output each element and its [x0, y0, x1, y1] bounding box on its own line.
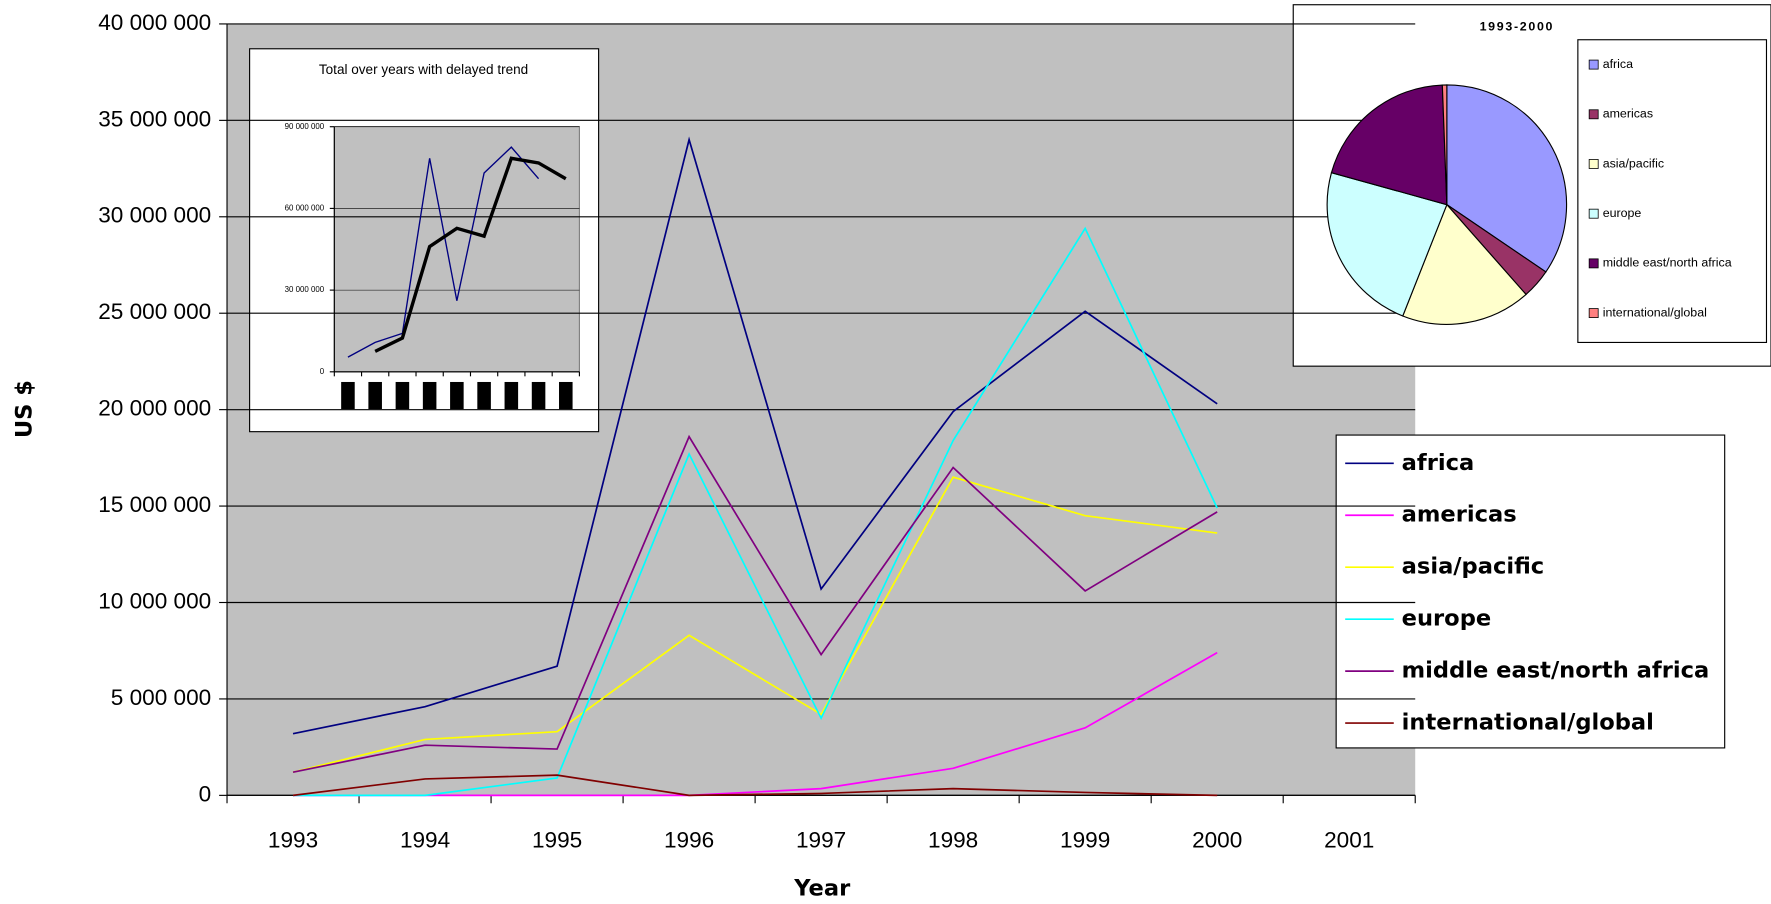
series-line	[293, 226, 1218, 797]
y-tick-label: 5 000 000	[111, 685, 211, 710]
x-tick-label: 1999	[1060, 828, 1110, 853]
x-tick-label-blob	[477, 381, 491, 410]
x-tick-label: 1998	[928, 828, 978, 853]
pie-legend-box	[1577, 39, 1768, 344]
pie-legend-swatch	[1588, 59, 1599, 70]
series-line	[292, 136, 1218, 735]
x-tick-label-blob	[422, 381, 437, 410]
pie-legend-swatch	[1588, 208, 1599, 219]
pie-legend-swatch	[1588, 159, 1599, 169]
pie-legend-swatch	[1588, 308, 1599, 318]
y-tick-label: 0	[199, 781, 212, 806]
pie-legend-label: asia/pacific	[1603, 156, 1664, 170]
x-tick-label-blob	[531, 381, 546, 410]
x-tick-label-blob	[559, 381, 573, 410]
pie-title: 1993-2000	[1480, 20, 1555, 34]
pie-legend-label: africa	[1603, 57, 1633, 71]
inset-title: Total over years with delayed trend	[319, 62, 528, 77]
series-line	[293, 651, 1218, 797]
y-tick-label: 35 000 000	[98, 106, 211, 131]
pie-legend-swatch	[1588, 109, 1599, 120]
x-axis-label: Year	[793, 876, 851, 902]
y-tick-label: 20 000 000	[98, 396, 211, 421]
x-tick-label: 2001	[1324, 828, 1374, 853]
series-line	[292, 434, 1218, 774]
series-line	[374, 156, 567, 353]
y-tick-label: 90 000 000	[285, 122, 325, 131]
series-line	[292, 476, 1218, 774]
legend-label: international/global	[1402, 710, 1654, 736]
x-tick-label-blob	[395, 381, 410, 410]
pie-legend-label: americas	[1603, 107, 1653, 121]
pie-slice	[1330, 84, 1448, 206]
y-tick-label: 25 000 000	[98, 299, 211, 324]
legend-label: africa	[1402, 450, 1475, 476]
pie-slice	[1446, 84, 1568, 273]
pie-slice	[1402, 203, 1527, 325]
y-tick-label: 30 000 000	[285, 285, 325, 294]
y-tick-label: 30 000 000	[98, 203, 211, 228]
y-axis-label: US $	[11, 380, 37, 438]
series-line	[292, 774, 1218, 797]
y-tick-label: 10 000 000	[98, 588, 211, 613]
pie-legend-label: middle east/north africa	[1603, 256, 1732, 270]
x-tick-label: 1994	[400, 828, 450, 853]
x-tick-label: 2000	[1192, 828, 1242, 853]
pie-slice	[1326, 171, 1448, 317]
pie-slice	[1441, 84, 1448, 205]
legend-label: americas	[1402, 502, 1517, 528]
legend-label: middle east/north africa	[1402, 658, 1710, 684]
pie-legend-label: international/global	[1603, 305, 1707, 319]
x-tick-label: 1997	[796, 828, 846, 853]
legend-label: asia/pacific	[1402, 554, 1545, 580]
x-tick-label: 1996	[664, 828, 714, 853]
x-tick-label-blob	[341, 381, 355, 410]
y-tick-label: 0	[320, 367, 325, 376]
series-line	[347, 146, 540, 358]
y-tick-label: 15 000 000	[98, 492, 211, 517]
legend-box	[1335, 434, 1726, 749]
pie-legend-label: europe	[1603, 206, 1642, 220]
x-tick-label-blob	[504, 381, 519, 410]
x-tick-label: 1993	[268, 828, 318, 853]
x-tick-label-blob	[450, 381, 464, 410]
x-tick-label: 1995	[532, 828, 582, 853]
legend-label: europe	[1402, 606, 1492, 632]
pie-legend-swatch	[1588, 258, 1599, 269]
y-tick-label: 60 000 000	[285, 204, 325, 213]
y-tick-label: 40 000 000	[98, 10, 211, 35]
x-tick-label-blob	[368, 381, 382, 410]
